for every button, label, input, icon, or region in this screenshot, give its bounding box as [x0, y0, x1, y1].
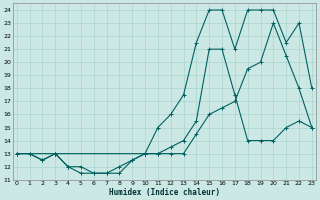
- X-axis label: Humidex (Indice chaleur): Humidex (Indice chaleur): [109, 188, 220, 197]
